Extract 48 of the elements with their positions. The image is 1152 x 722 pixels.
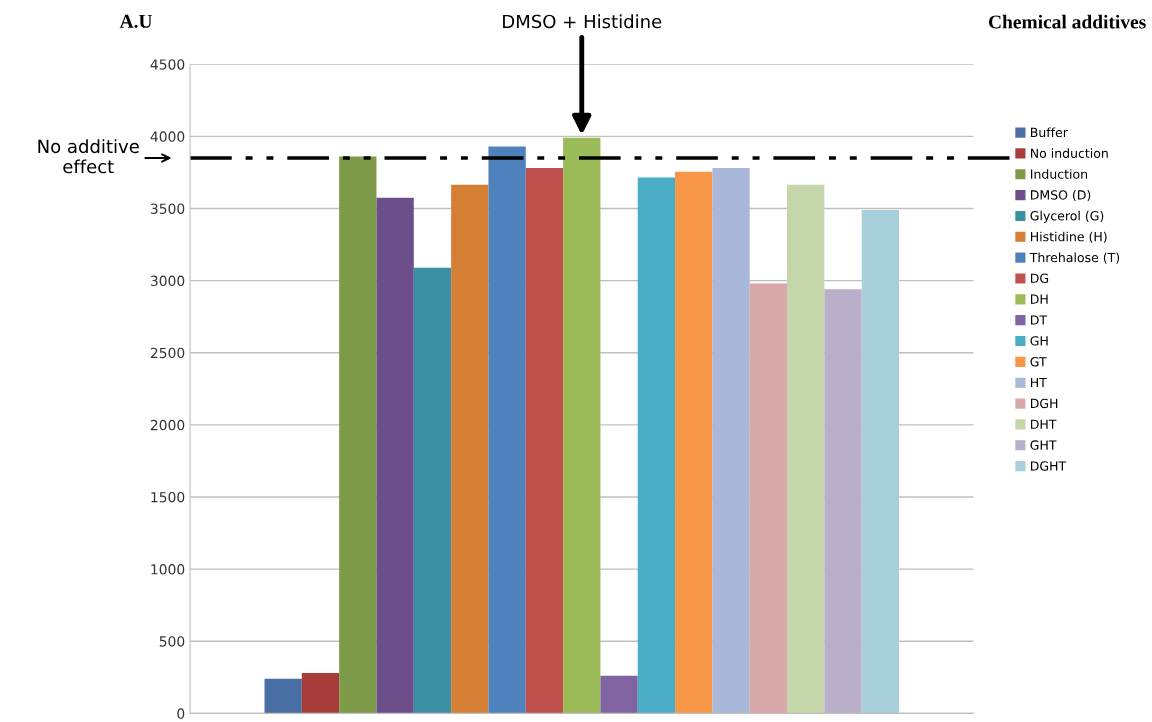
legend-label: No induction xyxy=(1031,148,1108,158)
y-tick-label: 2000 xyxy=(150,419,185,431)
bar xyxy=(600,675,638,714)
legend-label: GT xyxy=(1030,356,1047,367)
legend-label: DHT xyxy=(1031,419,1057,429)
legend-label: GHT xyxy=(1030,440,1057,450)
y-tick-label: 4000 xyxy=(150,131,185,142)
bar xyxy=(563,137,601,714)
legend-label: Glycerol (G) xyxy=(1030,210,1104,223)
legend-label: DG xyxy=(1031,273,1049,284)
bar xyxy=(749,283,788,714)
bar xyxy=(675,171,713,714)
bar xyxy=(637,177,676,714)
bar xyxy=(824,289,862,714)
legend-label: Threhalose (T) xyxy=(1029,252,1120,264)
y-tick-label: 3000 xyxy=(150,275,185,287)
y-tick-label: 2500 xyxy=(150,347,185,359)
bar xyxy=(488,146,526,714)
legend-label: DT xyxy=(1031,315,1048,325)
y-tick-label: 0 xyxy=(177,708,185,719)
annotation: DMSO + Histidine xyxy=(503,14,662,29)
y-tick-label: 1000 xyxy=(151,564,185,575)
y-axis-title: A.U xyxy=(119,14,153,28)
y-tick-label: 500 xyxy=(159,636,185,647)
bar xyxy=(301,672,340,714)
legend-label: DMSO (D) xyxy=(1031,189,1091,202)
legend-title: Chemical additives xyxy=(988,14,1146,29)
bar xyxy=(413,267,452,714)
legend-label: Buffer xyxy=(1031,127,1068,138)
legend-label: GH xyxy=(1030,336,1048,346)
legend-label: DGH xyxy=(1031,398,1058,409)
legend-label: DGHT xyxy=(1031,461,1067,471)
legend-label: Induction xyxy=(1031,169,1087,179)
legend-label: DH xyxy=(1031,294,1048,304)
ref-line-label: No additive effect xyxy=(38,139,139,174)
bar xyxy=(861,209,900,714)
y-tick-label: 4500 xyxy=(150,59,185,70)
y-tick-label: 1500 xyxy=(151,491,185,503)
bar xyxy=(376,197,414,714)
bar xyxy=(451,184,489,714)
bar xyxy=(712,168,750,714)
legend-label: Histidine (H) xyxy=(1031,231,1107,243)
legend-label: HT xyxy=(1031,377,1047,388)
bar xyxy=(264,678,302,714)
y-tick-label: 3500 xyxy=(150,203,185,214)
bar xyxy=(339,156,377,714)
bar xyxy=(787,184,825,714)
bar xyxy=(525,168,564,714)
